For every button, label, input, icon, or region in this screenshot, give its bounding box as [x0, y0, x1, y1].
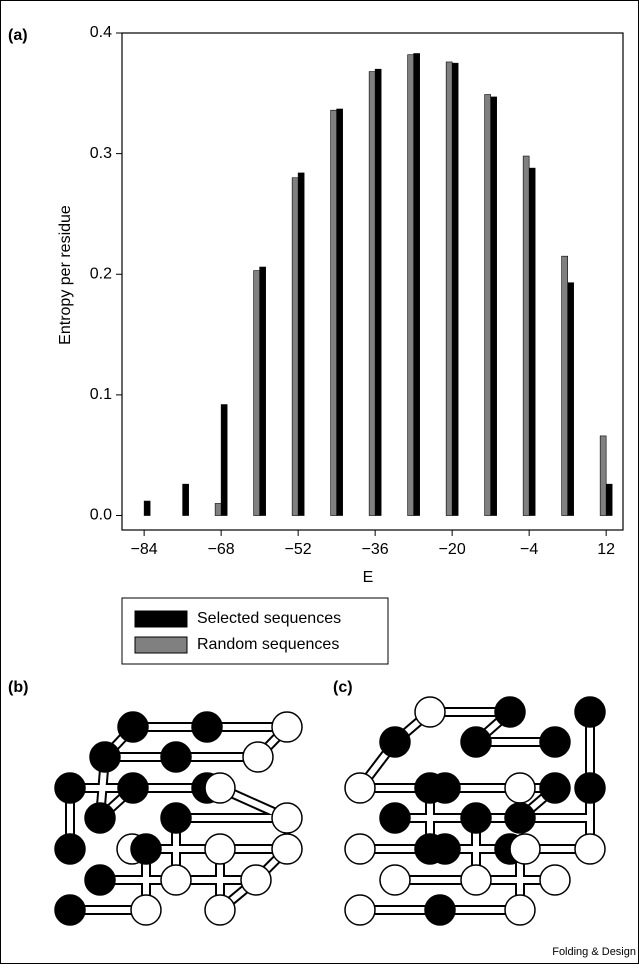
plot-frame: [121, 32, 624, 531]
legend-label: Random sequences: [197, 636, 339, 653]
bar: [445, 61, 453, 516]
bar: [413, 53, 420, 516]
bar: [484, 94, 491, 516]
bar: [490, 96, 497, 516]
y-tick-label: 0.1: [90, 386, 112, 403]
bar: [528, 167, 536, 516]
bar: [143, 500, 151, 516]
y-tick-label: 0.4: [90, 24, 112, 41]
y-tick-label: 0.3: [90, 145, 112, 162]
y-axis-label: Entropy per residue: [57, 205, 74, 345]
x-tick-label: 12: [597, 541, 615, 558]
bar: [214, 503, 222, 516]
y-tick-label: 0.2: [90, 265, 112, 282]
x-tick-label: −84: [131, 541, 158, 558]
x-tick-label: −4: [520, 541, 538, 558]
bar: [182, 483, 189, 516]
bar: [297, 172, 305, 516]
panel-label: (c): [333, 679, 353, 696]
panel-label: (b): [8, 679, 28, 696]
bar: [561, 255, 568, 516]
x-tick-label: −68: [208, 541, 235, 558]
x-tick-label: −20: [439, 541, 466, 558]
x-axis-label: E: [363, 569, 374, 586]
bar: [407, 54, 414, 516]
legend-swatch: [134, 610, 188, 628]
residues: [54, 696, 606, 926]
bar: [368, 71, 376, 516]
legend: [121, 597, 389, 665]
bar: [220, 404, 228, 516]
bar: [605, 483, 613, 516]
legend-swatch: [134, 636, 188, 654]
panel-label: (a): [8, 27, 28, 44]
bar: [253, 270, 260, 516]
bar: [567, 282, 574, 516]
bar: [451, 62, 459, 516]
bar: [522, 155, 530, 516]
bar: [291, 177, 299, 516]
bar: [330, 109, 337, 516]
bar: [599, 435, 607, 516]
x-tick-label: −52: [285, 541, 312, 558]
y-tick-label: 0.0: [90, 507, 112, 524]
credit: Folding & Design: [552, 946, 636, 958]
bar: [374, 68, 382, 516]
bar: [259, 266, 266, 516]
legend-label: Selected sequences: [197, 610, 341, 627]
x-tick-label: −36: [362, 541, 389, 558]
bar: [336, 108, 343, 516]
